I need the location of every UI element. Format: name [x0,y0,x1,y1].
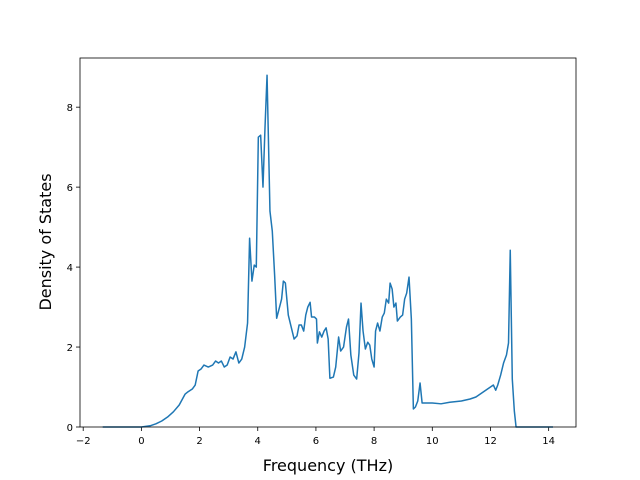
x-axis-label: Frequency (THz) [263,456,393,475]
y-tick-label: 4 [67,263,73,274]
y-tick-label: 2 [67,343,73,354]
x-tick-label: 8 [371,436,377,447]
y-axis-label: Density of States [36,173,55,310]
x-tick-label: 10 [426,436,439,447]
x-tick-label: −2 [76,436,91,447]
data-line [102,74,554,428]
axes-frame [79,57,577,428]
x-tick-label: 12 [484,436,497,447]
x-tick-label: 2 [196,436,202,447]
x-tick-label: 4 [255,436,261,447]
y-tick-label: 6 [67,183,73,194]
x-tick-label: 0 [138,436,144,447]
y-tick-label: 8 [67,103,73,114]
x-tick-label: 6 [313,436,319,447]
y-tick-label: 0 [67,423,73,434]
x-tick-label: 14 [542,436,555,447]
